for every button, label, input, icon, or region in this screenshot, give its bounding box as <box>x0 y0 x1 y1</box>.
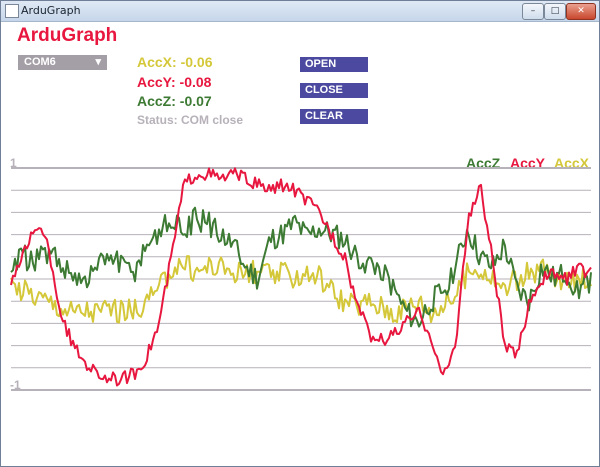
port-select[interactable]: COM6 ▾ <box>18 55 107 70</box>
minimize-button[interactable]: – <box>522 3 544 20</box>
maximize-button[interactable]: □ <box>544 3 566 20</box>
close-window-button[interactable]: ✕ <box>566 3 596 20</box>
app-content: ArduGraph COM6 ▾ AccX: -0.06 AccY: -0.08… <box>1 22 599 466</box>
series-line-accy <box>10 167 592 387</box>
accel-graph <box>10 167 592 391</box>
series-line-accz <box>10 206 592 328</box>
axis-max-label: 1 <box>10 156 17 170</box>
accx-reading: AccX: -0.06 <box>137 54 213 70</box>
status-text: Status: COM close <box>137 113 244 127</box>
clear-button[interactable]: CLEAR <box>300 109 368 124</box>
title-bar[interactable]: ArduGraph – □ ✕ <box>1 1 599 22</box>
app-icon <box>5 4 19 18</box>
window-title: ArduGraph <box>21 4 81 17</box>
accy-reading: AccY: -0.08 <box>137 74 212 90</box>
chevron-down-icon: ▾ <box>95 56 101 68</box>
accz-reading: AccZ: -0.07 <box>137 93 212 109</box>
port-select-value: COM6 <box>24 56 56 68</box>
axis-min-label: -1 <box>10 378 21 392</box>
open-button[interactable]: OPEN <box>300 57 368 72</box>
app-title: ArduGraph <box>17 25 118 46</box>
close-button[interactable]: CLOSE <box>300 83 368 98</box>
